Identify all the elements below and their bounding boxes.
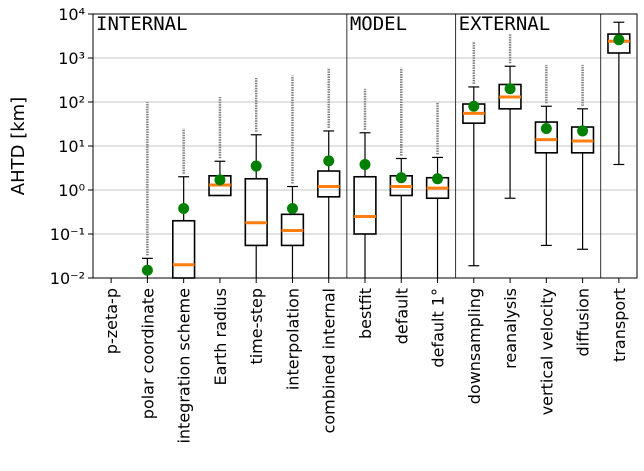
- mean: [468, 100, 480, 112]
- box: [244, 177, 268, 247]
- x-tick-label: integration scheme: [175, 288, 194, 444]
- box: [353, 175, 377, 235]
- y-tick-label: 10²: [58, 93, 85, 112]
- mean: [286, 202, 298, 214]
- y-tick-label: 10⁻²: [50, 269, 85, 288]
- mean: [577, 125, 589, 137]
- x-tick-label: downsampling: [465, 288, 484, 404]
- mean: [613, 34, 625, 46]
- mean: [178, 202, 190, 214]
- x-tick-label: interpolation: [283, 288, 302, 390]
- y-tick-label: 10¹: [58, 137, 85, 156]
- box: [534, 121, 559, 154]
- section-label: INTERNAL: [96, 13, 188, 35]
- box: [317, 170, 341, 198]
- y-axis-label: AHTD [km]: [8, 97, 29, 195]
- box: [171, 219, 196, 279]
- mean: [395, 172, 407, 184]
- mean: [504, 83, 516, 95]
- mean: [214, 174, 226, 186]
- x-tick-label: combined internal: [320, 288, 339, 433]
- x-tick-label: diffusion: [574, 288, 593, 356]
- x-tick-label: reanalysis: [501, 288, 520, 369]
- x-tick-label: polar coordinate: [138, 288, 157, 419]
- mean: [250, 160, 262, 172]
- y-tick-label: 10⁰: [58, 181, 85, 200]
- mean: [432, 173, 444, 185]
- plot-frame: [92, 13, 638, 279]
- x-tick-label: default: [392, 288, 411, 344]
- y-tick-label: 10³: [58, 49, 85, 68]
- y-tick-label: 10⁻¹: [50, 225, 85, 244]
- section-label: MODEL: [350, 13, 407, 35]
- x-tick-label: transport: [610, 288, 629, 362]
- x-tick-label: Earth radius: [211, 288, 230, 385]
- box: [607, 33, 631, 54]
- y-tick-label: 10⁴: [58, 5, 85, 24]
- mean: [323, 155, 335, 167]
- mean: [540, 122, 552, 134]
- mean: [359, 158, 371, 170]
- x-tick-label: default 1°: [429, 288, 448, 368]
- x-tick-label: p-zeta-p: [102, 288, 121, 354]
- x-tick-label: vertical velocity: [537, 288, 556, 415]
- x-tick-label: bestfit: [356, 288, 375, 339]
- section-label: EXTERNAL: [459, 13, 551, 35]
- x-tick-label: time-step: [247, 288, 266, 365]
- mean: [141, 264, 153, 276]
